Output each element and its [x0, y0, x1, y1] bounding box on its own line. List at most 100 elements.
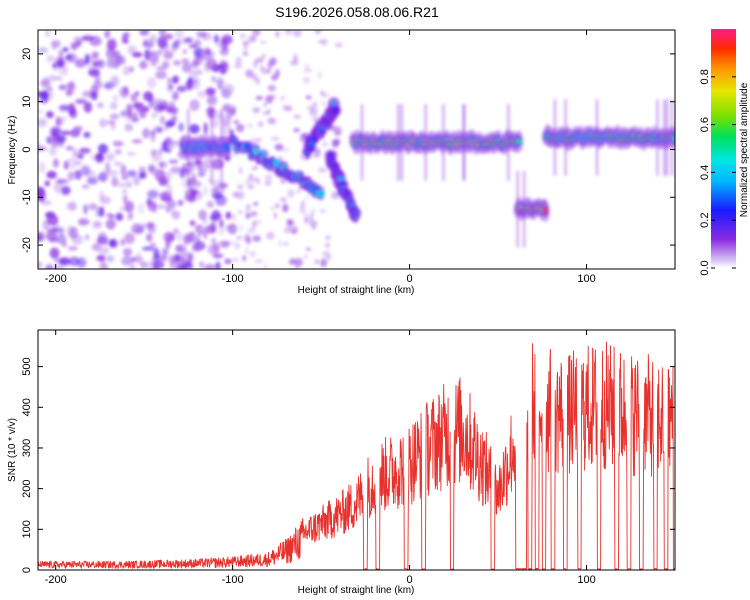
noise-speckle: [115, 212, 124, 222]
noise-speckle: [144, 38, 154, 50]
noise-speckle: [58, 116, 68, 122]
noise-speckle: [83, 101, 93, 113]
noise-speckle: [38, 109, 44, 114]
noise-speckle: [261, 53, 266, 59]
noise-speckle: [246, 204, 251, 211]
noise-speckle: [146, 77, 157, 89]
noise-speckle: [38, 142, 43, 147]
noise-speckle: [304, 216, 309, 222]
noise-speckle: [187, 186, 200, 195]
snr-background: [38, 330, 675, 570]
noise-speckle: [215, 261, 221, 269]
noise-speckle: [321, 38, 329, 46]
noise-speckle: [197, 90, 207, 98]
noise-speckle: [46, 111, 54, 119]
band-streak: [220, 108, 223, 186]
noise-speckle: [161, 60, 170, 69]
noise-speckle: [165, 171, 173, 181]
noise-speckle: [222, 83, 235, 95]
noise-speckle: [255, 95, 264, 101]
noise-speckle: [63, 65, 68, 76]
x-tick-label: -100: [222, 574, 244, 586]
noise-speckle: [203, 166, 209, 171]
noise-speckle: [181, 58, 190, 64]
noise-speckle: [255, 57, 264, 64]
noise-speckle: [242, 255, 246, 262]
noise-speckle: [89, 91, 98, 100]
x-tick-label: 100: [577, 574, 595, 586]
noise-speckle: [44, 180, 50, 187]
noise-speckle: [293, 30, 302, 37]
y-tick-label: 10: [21, 96, 33, 108]
snr-y-label: SNR (10 * v/v): [7, 418, 18, 482]
noise-speckle: [106, 57, 114, 69]
noise-speckle: [99, 190, 104, 200]
noise-speckle: [163, 231, 176, 243]
colorbar: 0.0 0.2 0.4 0.6 0.8 Normalized spectral ampl…: [699, 29, 750, 276]
noise-speckle: [133, 102, 144, 108]
noise-speckle: [74, 58, 87, 68]
noise-speckle: [259, 40, 267, 44]
x-tick-label: -200: [45, 273, 67, 285]
noise-speckle: [79, 147, 91, 154]
snr-series-line: [38, 341, 675, 570]
noise-speckle: [46, 214, 59, 226]
x-tick-label: -100: [222, 273, 244, 285]
y-tick-label: 300: [21, 439, 33, 457]
x-tick-label: 0: [407, 574, 413, 586]
noise-speckle: [67, 246, 78, 251]
noise-speckle: [252, 30, 261, 36]
noise-speckle: [178, 256, 188, 265]
noise-speckle: [174, 253, 181, 261]
noise-speckle: [219, 48, 229, 56]
noise-speckle: [239, 224, 243, 232]
noise-speckle: [267, 61, 273, 70]
snr-x-ticks: -200 -100 0 100: [45, 330, 596, 586]
noise-speckle: [173, 227, 179, 235]
noise-speckle: [242, 40, 249, 47]
noise-speckle: [121, 175, 129, 181]
noise-speckle: [152, 253, 162, 263]
noise-speckle: [252, 107, 261, 114]
colorbar-tick-label: 0.0: [699, 260, 711, 275]
noise-speckle: [74, 169, 83, 180]
noise-speckle: [234, 62, 242, 69]
band-streak: [462, 104, 465, 181]
noise-speckle: [56, 56, 67, 69]
noise-speckle: [314, 259, 320, 265]
noise-speckle: [111, 50, 121, 60]
noise-speckle: [317, 70, 322, 80]
noise-speckle: [124, 232, 135, 245]
noise-speckle: [238, 166, 243, 175]
noise-speckle: [139, 110, 147, 119]
noise-speckle: [105, 218, 116, 230]
noise-speckle: [225, 211, 232, 220]
noise-speckle: [203, 122, 208, 135]
noise-speckle: [232, 191, 239, 198]
noise-speckle: [282, 147, 291, 152]
noise-speckle: [153, 265, 160, 269]
noise-speckle: [38, 47, 49, 54]
noise-speckle: [211, 159, 221, 171]
noise-speckle: [176, 85, 187, 93]
noise-speckle: [65, 145, 74, 151]
noise-speckle: [65, 89, 73, 97]
noise-speckle: [217, 227, 225, 235]
noise-speckle: [309, 109, 318, 119]
noise-speckle: [151, 150, 163, 162]
noise-speckle: [51, 226, 64, 233]
noise-speckle: [165, 200, 177, 209]
noise-speckle: [236, 235, 243, 240]
noise-speckle: [97, 143, 109, 154]
noise-speckle: [157, 49, 162, 56]
noise-speckle: [171, 210, 181, 220]
track-core: [354, 210, 359, 216]
noise-speckle: [56, 234, 67, 245]
noise-speckle: [98, 171, 108, 183]
noise-speckle: [139, 30, 150, 36]
noise-speckle: [126, 170, 137, 178]
band-streak: [424, 104, 427, 181]
noise-speckle: [143, 39, 148, 48]
noise-speckle: [121, 256, 133, 266]
noise-speckle: [67, 82, 75, 90]
